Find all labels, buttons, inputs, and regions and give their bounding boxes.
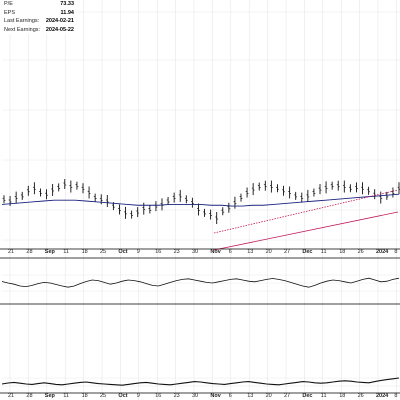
oscillator-1-line bbox=[1, 277, 400, 288]
x-axis-tick-label: 27 bbox=[284, 249, 290, 255]
oscillator-pane-1 bbox=[1, 277, 400, 288]
x-axis-tick-label: 28 bbox=[26, 393, 32, 399]
x-axis-tick-label: 13 bbox=[247, 249, 253, 255]
x-axis-tick-label: Oct bbox=[118, 393, 127, 399]
x-axis-tick-label: 16 bbox=[155, 249, 161, 255]
x-axis-tick-label: Nov bbox=[210, 249, 221, 255]
oscillator-pane-2 bbox=[1, 377, 400, 386]
x-axis-tick-label: Sep bbox=[45, 249, 56, 255]
info-row-eps: EPS 11.94 bbox=[0, 9, 76, 18]
trendline-solid bbox=[213, 211, 399, 251]
x-axis-tick-label: 11 bbox=[63, 249, 69, 255]
x-axis-tick-label: 20 bbox=[266, 393, 272, 399]
moving-average-line bbox=[1, 193, 400, 207]
x-axis-tick-label: 30 bbox=[192, 393, 198, 399]
info-value: 2024-02-21 bbox=[45, 18, 74, 24]
x-axis-tick-label: 30 bbox=[192, 249, 198, 255]
x-axis-tick-label: 6 bbox=[229, 249, 232, 255]
x-axis-tick-label: 26 bbox=[358, 249, 364, 255]
oscillator-2-line bbox=[1, 377, 400, 386]
x-axis-tick-label: 16 bbox=[155, 393, 161, 399]
info-label: Last Earnings: bbox=[4, 18, 40, 24]
x-axis-tick-label: 18 bbox=[339, 393, 345, 399]
x-axis-tick-label: 23 bbox=[174, 249, 180, 255]
x-axis-tick-label: 28 bbox=[26, 249, 32, 255]
x-axis-tick-label: Oct bbox=[118, 249, 127, 255]
x-axis-tick-label: 25 bbox=[100, 393, 106, 399]
x-axis-tick-label: 18 bbox=[339, 249, 345, 255]
x-axis-tick-label: 11 bbox=[321, 393, 327, 399]
x-axis-tick-label: 13 bbox=[247, 393, 253, 399]
x-axis-tick-label: 18 bbox=[82, 249, 88, 255]
x-axis-tick-label: 20 bbox=[266, 249, 272, 255]
x-axis-tick-label: Dec bbox=[302, 393, 312, 399]
x-axis-tick-label: 18 bbox=[82, 393, 88, 399]
x-axis-tick-label: 8 bbox=[394, 249, 397, 255]
info-row-next-earnings: Next Earnings: 2024-05-22 bbox=[0, 26, 76, 35]
info-row-last-earnings: Last Earnings: 2024-02-21 bbox=[0, 17, 76, 26]
x-axis-tick-label: 21 bbox=[8, 393, 14, 399]
info-label: P/E bbox=[4, 1, 13, 7]
x-axis-tick-label: 2024 bbox=[376, 393, 389, 399]
x-axis-tick-label: 8 bbox=[394, 393, 397, 399]
info-value: 11.94 bbox=[60, 9, 74, 16]
info-label: Next Earnings: bbox=[4, 26, 41, 33]
price-pane bbox=[1, 179, 400, 251]
x-axis-tick-label: 6 bbox=[229, 393, 232, 399]
x-axis-tick-label: 21 bbox=[8, 249, 14, 255]
info-label: EPS bbox=[4, 9, 16, 16]
x-axis-tick-label: Sep bbox=[45, 393, 56, 399]
x-axis-tick-label: 26 bbox=[358, 393, 364, 399]
x-axis-tick-label: Nov bbox=[210, 393, 221, 399]
info-value: 2024-05-22 bbox=[45, 26, 74, 33]
x-axis-tick-label: Dec bbox=[302, 249, 312, 255]
x-axis-tick-label: 25 bbox=[100, 249, 106, 255]
x-axis-tick-label: 27 bbox=[284, 393, 290, 399]
x-axis-tick-label: 11 bbox=[63, 393, 69, 399]
x-axis-tick-label: 23 bbox=[174, 393, 180, 399]
info-panel: P/E 73.33 EPS 11.94 Last Earnings: 2024-… bbox=[0, 0, 76, 34]
info-value: 73.33 bbox=[60, 1, 74, 7]
info-row-pe: P/E 73.33 bbox=[0, 0, 76, 9]
trendline-dotted bbox=[213, 189, 399, 234]
x-axis-tick-label: 2024 bbox=[376, 249, 389, 255]
axes: 21 28 Sep 11 18 25 Oct 9 16 23 30 Nov 6 13 20 27 Dec 11 18… bbox=[0, 248, 400, 399]
x-axis-tick-label: 11 bbox=[321, 249, 327, 255]
x-axis-tick-label: 9 bbox=[137, 249, 140, 255]
x-axis-tick-label: 9 bbox=[137, 393, 140, 399]
